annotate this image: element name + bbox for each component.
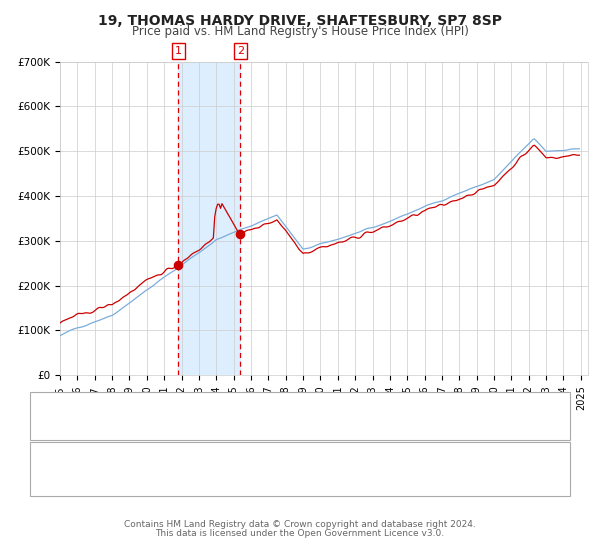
Text: 2: 2 bbox=[40, 475, 47, 486]
Text: 20-MAY-2005: 20-MAY-2005 bbox=[75, 474, 151, 487]
Text: 29% ↑ HPI: 29% ↑ HPI bbox=[390, 451, 452, 464]
Text: 19, THOMAS HARDY DRIVE, SHAFTESBURY, SP7 8SP: 19, THOMAS HARDY DRIVE, SHAFTESBURY, SP7… bbox=[98, 14, 502, 28]
Text: HPI: Average price, detached house, Dorset: HPI: Average price, detached house, Dors… bbox=[86, 421, 329, 431]
Point bbox=[235, 230, 245, 239]
Bar bbox=[178, 62, 240, 375]
Text: Contains HM Land Registry data © Crown copyright and database right 2024.: Contains HM Land Registry data © Crown c… bbox=[124, 520, 476, 529]
Text: This data is licensed under the Open Government Licence v3.0.: This data is licensed under the Open Gov… bbox=[155, 529, 445, 538]
Text: Price paid vs. HM Land Registry's House Price Index (HPI): Price paid vs. HM Land Registry's House … bbox=[131, 25, 469, 38]
Point bbox=[173, 261, 183, 270]
Text: 2: 2 bbox=[236, 46, 244, 56]
Text: 1: 1 bbox=[175, 46, 182, 56]
Text: £315,000: £315,000 bbox=[240, 474, 296, 487]
Text: £245,000: £245,000 bbox=[240, 451, 296, 464]
Text: 19, THOMAS HARDY DRIVE, SHAFTESBURY, SP7 8SP (detached house): 19, THOMAS HARDY DRIVE, SHAFTESBURY, SP7… bbox=[86, 400, 476, 410]
Text: 1: 1 bbox=[40, 452, 47, 463]
Text: 11% ↑ HPI: 11% ↑ HPI bbox=[390, 474, 452, 487]
Text: 26-OCT-2001: 26-OCT-2001 bbox=[75, 451, 152, 464]
